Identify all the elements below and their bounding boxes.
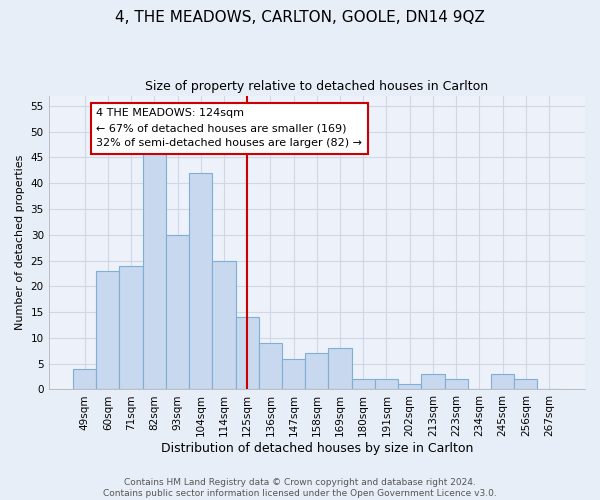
Bar xyxy=(445,379,468,390)
Title: Size of property relative to detached houses in Carlton: Size of property relative to detached ho… xyxy=(145,80,488,93)
Bar xyxy=(282,358,305,390)
Text: 4 THE MEADOWS: 124sqm
← 67% of detached houses are smaller (169)
32% of semi-det: 4 THE MEADOWS: 124sqm ← 67% of detached … xyxy=(96,108,362,148)
Bar xyxy=(352,379,375,390)
Bar xyxy=(189,173,212,390)
Bar xyxy=(119,266,143,390)
Bar xyxy=(212,260,236,390)
Bar xyxy=(236,318,259,390)
X-axis label: Distribution of detached houses by size in Carlton: Distribution of detached houses by size … xyxy=(161,442,473,455)
Bar xyxy=(166,235,189,390)
Bar xyxy=(305,354,328,390)
Bar xyxy=(96,271,119,390)
Text: Contains HM Land Registry data © Crown copyright and database right 2024.
Contai: Contains HM Land Registry data © Crown c… xyxy=(103,478,497,498)
Bar xyxy=(491,374,514,390)
Bar xyxy=(73,369,96,390)
Text: 4, THE MEADOWS, CARLTON, GOOLE, DN14 9QZ: 4, THE MEADOWS, CARLTON, GOOLE, DN14 9QZ xyxy=(115,10,485,25)
Bar xyxy=(398,384,421,390)
Bar xyxy=(421,374,445,390)
Bar xyxy=(143,152,166,390)
Bar xyxy=(328,348,352,390)
Bar xyxy=(375,379,398,390)
Bar xyxy=(259,343,282,390)
Bar xyxy=(514,379,538,390)
Y-axis label: Number of detached properties: Number of detached properties xyxy=(15,155,25,330)
